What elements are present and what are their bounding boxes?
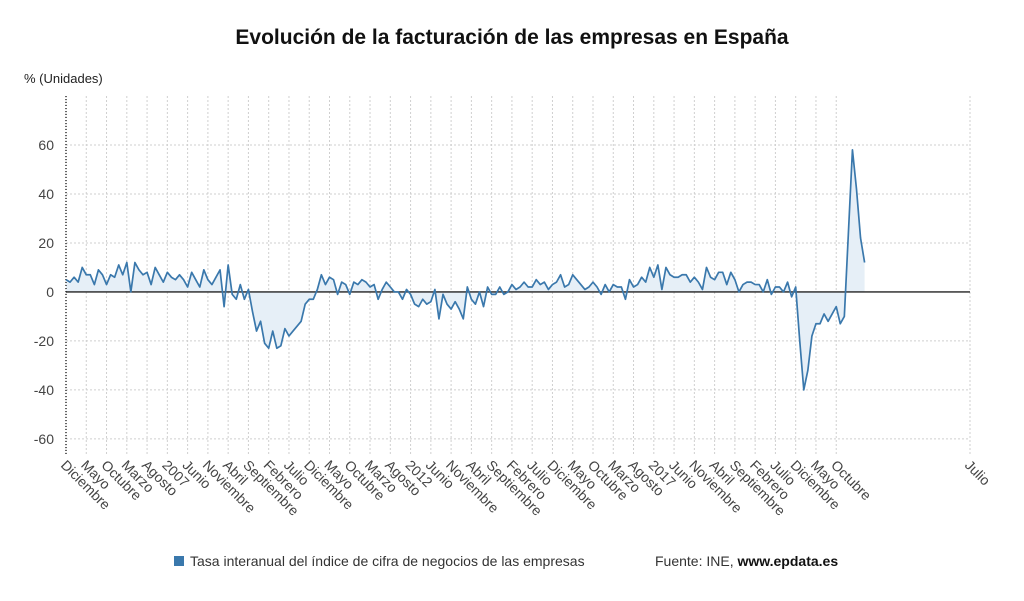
y-tick-label: 20 <box>38 235 54 251</box>
y-axis-unit-label: % (Unidades) <box>24 71 103 86</box>
legend: Tasa interanual del índice de cifra de n… <box>174 553 585 569</box>
series-line <box>65 149 866 391</box>
y-tick-label: 60 <box>38 137 54 153</box>
legend-label: Tasa interanual del índice de cifra de n… <box>190 553 585 569</box>
y-tick-label: -60 <box>34 431 54 447</box>
y-tick-label: -20 <box>34 333 54 349</box>
source-prefix: Fuente: INE, <box>655 553 738 569</box>
source-site: www.epdata.es <box>737 553 839 569</box>
source-credit: Fuente: INE, www.epdata.es <box>655 553 838 569</box>
y-tick-label: 40 <box>38 186 54 202</box>
y-tick-label: -40 <box>34 382 54 398</box>
legend-swatch <box>174 556 184 566</box>
series-area <box>66 149 865 390</box>
x-tick-label: Julio <box>962 457 994 489</box>
y-tick-label: 0 <box>46 284 54 300</box>
chart-title: Evolución de la facturación de las empre… <box>235 26 789 49</box>
